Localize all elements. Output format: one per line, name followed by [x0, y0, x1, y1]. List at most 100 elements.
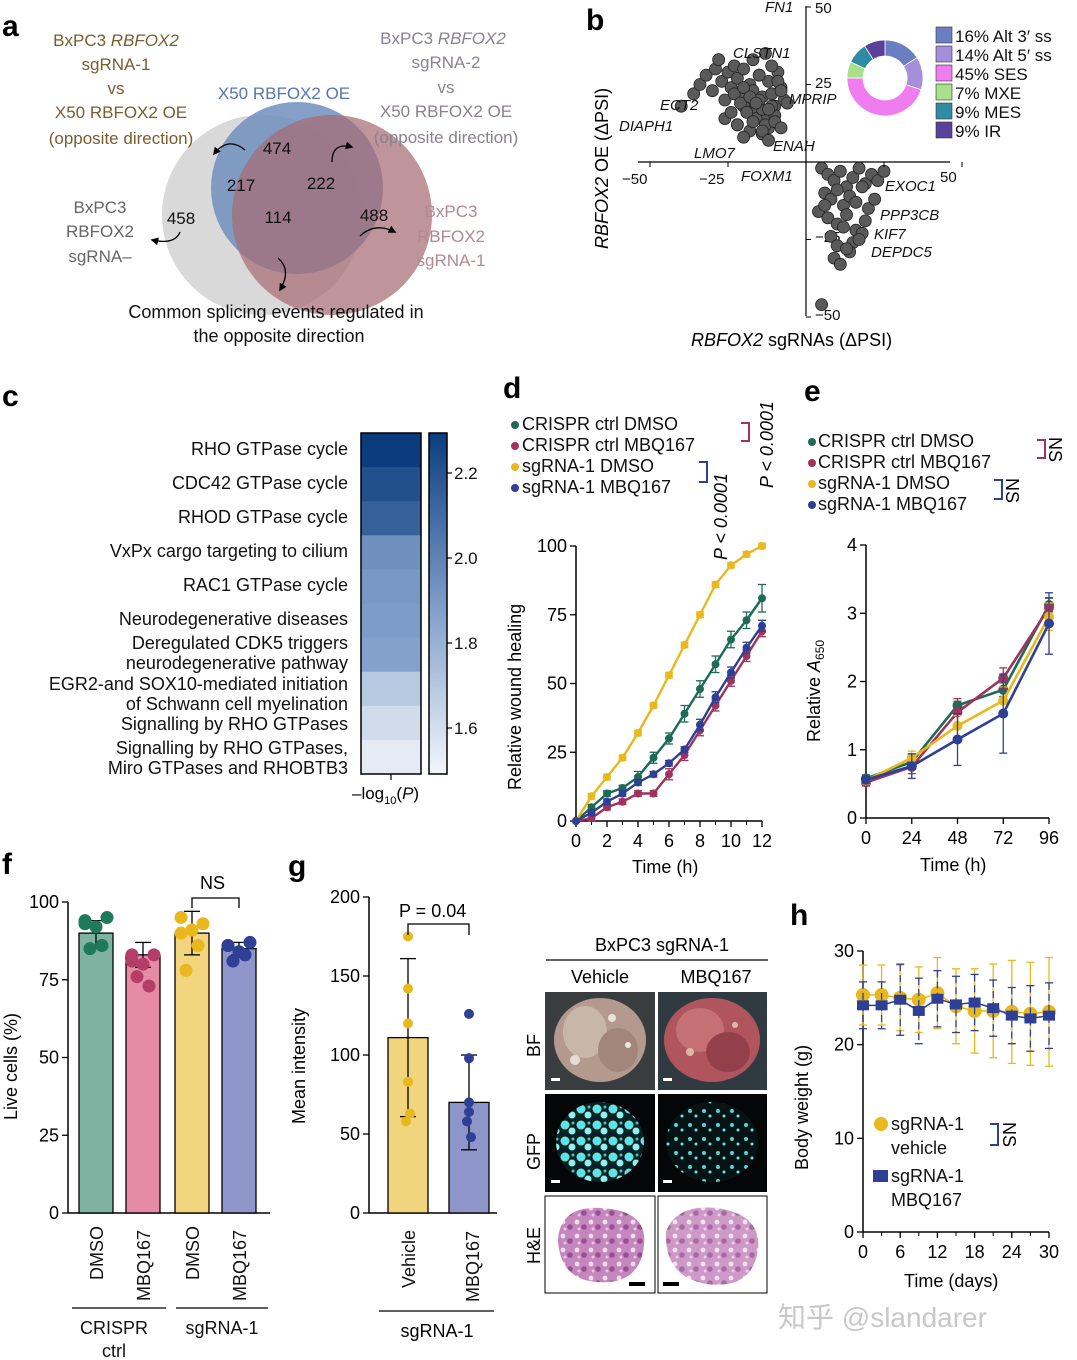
count-222: 222: [307, 174, 335, 193]
d-bracket-ctrl: [741, 422, 750, 442]
panel-h-letter: h: [790, 899, 808, 932]
data-point: [1024, 1013, 1037, 1024]
legend-swatch: [935, 45, 953, 63]
count-474: 474: [263, 139, 291, 158]
scatter-point: [730, 118, 744, 132]
b-ytick: −50: [815, 307, 840, 324]
data-point: [857, 1000, 869, 1011]
svg-text:BxPC3: BxPC3: [425, 202, 478, 221]
legend-marker: [808, 480, 816, 488]
data-point: [998, 708, 1009, 719]
label-sgneg: BxPC3 RBFOX2 sgRNA–: [66, 198, 134, 266]
data-point: [403, 1018, 413, 1029]
c-xlabel: –log10(P): [352, 784, 419, 807]
g-img-row: H&E: [524, 1227, 544, 1264]
e-lines: [861, 592, 1054, 788]
h-ns: NS: [999, 1122, 1019, 1147]
data-point: [603, 803, 611, 812]
f-bars: [78, 910, 257, 1214]
data-point: [649, 789, 658, 798]
data-point: [680, 709, 689, 718]
scatter-point: [752, 68, 766, 82]
gene-label: KIF7: [874, 226, 906, 243]
g-group-label: sgRNA-1: [400, 1321, 473, 1341]
e-bracket-sg1: [994, 479, 1003, 500]
img-he-vehicle: [544, 1195, 656, 1294]
data-point: [952, 734, 963, 745]
g-img-col: Vehicle: [571, 967, 629, 987]
data-point: [634, 773, 642, 781]
y-tick-label: 2: [847, 672, 857, 692]
data-point: [179, 963, 193, 977]
h-ns-bracket: [990, 1123, 999, 1146]
e-axes: 0 1 2 3 4 0 24 48 72 96: [847, 535, 1059, 848]
data-point: [987, 1003, 1000, 1014]
legend-label: 7% MXE: [955, 84, 1021, 103]
g-xtick: Vehicle: [399, 1230, 419, 1288]
legend-label: sgRNA-1: [891, 1114, 964, 1134]
data-point: [894, 994, 907, 1005]
panel-d-letter: d: [503, 372, 521, 405]
g-img-row: GFP: [524, 1133, 544, 1170]
scatter-point: [718, 93, 732, 107]
gene-label: EXOC1: [885, 178, 936, 195]
f-ns: NS: [200, 873, 225, 893]
y-tick-label: 25: [547, 742, 567, 762]
scatter-point: [833, 257, 847, 271]
svg-text:vs: vs: [108, 79, 125, 98]
svg-text:Common splicing events regulat: Common splicing events regulated in: [128, 302, 423, 322]
scatter-point: [871, 174, 885, 188]
h-axes: 0 10 20 30 0 6 12 18 24 30: [834, 941, 1059, 1262]
x-tick-label: 24: [1002, 1242, 1022, 1262]
panel-g: g 0 50 100 150 200 Mean intensity P = 0.04 V…: [288, 850, 768, 1341]
x-tick-label: 72: [993, 828, 1013, 848]
heatmap-row-label: of Schwann cell myelination: [126, 694, 348, 714]
bar: [78, 932, 114, 1214]
legend-label: sgRNA-1 DMSO: [818, 473, 950, 493]
x-tick-label: 0: [861, 828, 871, 848]
heatmap-cell: [361, 705, 421, 741]
data-point: [680, 745, 689, 754]
data-point: [618, 797, 627, 806]
legend-swatch: [935, 64, 953, 82]
scatter-point: [774, 121, 788, 135]
panel-e: e CRISPR ctrl DMSO CRISPR ctrl MBQ167 sg…: [804, 375, 1065, 875]
data-point: [464, 1053, 474, 1064]
panel-f: f 0 25 50 75 100 Live cells (%) NS DMSO MBQ1…: [1, 848, 270, 1360]
legend-marker: [808, 438, 816, 446]
scatter-point: [727, 87, 741, 101]
data-point: [634, 778, 642, 787]
scatter-point: [846, 171, 860, 184]
data-point: [603, 789, 611, 798]
y-tick-label: 25: [39, 1125, 59, 1145]
x-tick-label: 0: [571, 831, 581, 851]
heatmap-cell: [361, 603, 421, 639]
scatter-point: [824, 229, 838, 243]
data-point: [968, 997, 981, 1008]
legend-label: CRISPR ctrl DMSO: [522, 414, 678, 434]
x-tick-label: 30: [1039, 1242, 1059, 1262]
b-scatter: [649, 6, 963, 318]
data-point: [587, 814, 596, 823]
data-point: [125, 954, 139, 968]
b-ytick: 25: [815, 75, 832, 92]
scatter-point: [780, 96, 794, 110]
legend-marker: [511, 484, 519, 492]
x-tick-label: 10: [721, 831, 741, 851]
data-point: [618, 753, 627, 762]
y-tick-label: 200: [330, 887, 360, 907]
heatmap-cell: [361, 535, 421, 570]
donut-slice: [864, 39, 886, 60]
data-point: [464, 1097, 474, 1108]
data-point: [587, 808, 596, 817]
splicing-legend: 16% Alt 3′ ss 14% Alt 5′ ss 45% SES 7% M…: [935, 26, 1052, 141]
heatmap-row-label: Neurodegenerative diseases: [119, 609, 348, 629]
data-point: [136, 957, 150, 971]
heatmap-row-label: neurodegenerative pathway: [126, 653, 348, 673]
h-legend: sgRNA-1 vehicle sgRNA-1 MBQ167: [873, 1114, 964, 1210]
y-tick-label: 0: [847, 808, 857, 828]
x-tick-label: 0: [858, 1242, 868, 1262]
x-tick-label: 18: [965, 1242, 985, 1262]
legend-swatch: [935, 83, 953, 101]
svg-text:(opposite direction): (opposite direction): [49, 129, 194, 148]
